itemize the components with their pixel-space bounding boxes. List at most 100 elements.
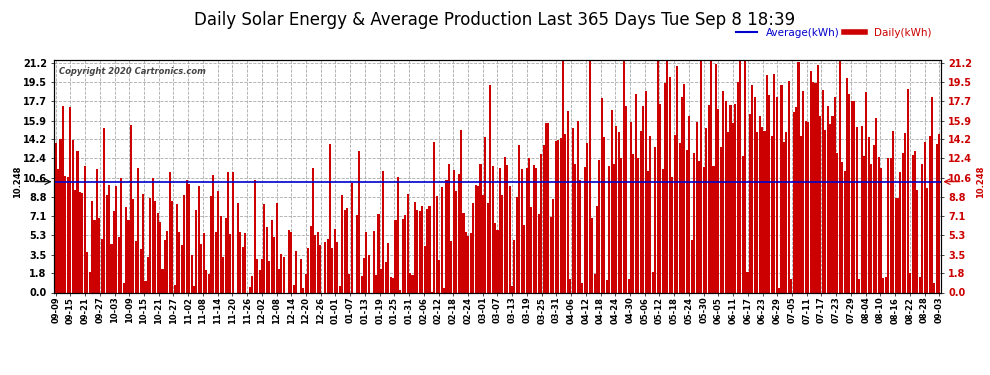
Bar <box>875 118 877 292</box>
Text: 10.248: 10.248 <box>13 165 22 198</box>
Bar <box>761 128 763 292</box>
Bar <box>103 128 105 292</box>
Bar <box>382 171 384 292</box>
Bar <box>628 279 630 292</box>
Bar <box>96 169 98 292</box>
Bar <box>81 193 83 292</box>
Bar <box>312 168 314 292</box>
Bar <box>929 136 931 292</box>
Bar <box>392 278 394 292</box>
Bar <box>372 231 374 292</box>
Bar <box>89 272 91 292</box>
Bar <box>860 126 862 292</box>
Bar <box>541 154 543 292</box>
Bar <box>317 232 319 292</box>
Bar <box>922 164 924 292</box>
Bar <box>161 269 163 292</box>
Bar <box>659 104 661 292</box>
Bar <box>748 114 751 292</box>
Bar <box>902 153 904 292</box>
Bar <box>350 183 352 292</box>
Bar <box>203 233 205 292</box>
Bar <box>829 124 831 292</box>
Bar <box>654 147 656 292</box>
Bar <box>536 168 538 292</box>
Bar <box>834 97 836 292</box>
Bar <box>649 136 651 292</box>
Bar <box>332 248 334 292</box>
Bar <box>135 241 137 292</box>
Bar <box>98 218 100 292</box>
Bar <box>193 286 195 292</box>
Bar <box>472 202 474 292</box>
Bar <box>538 214 540 292</box>
Bar <box>673 135 676 292</box>
Bar <box>240 232 242 292</box>
Bar <box>64 176 66 292</box>
Bar <box>504 157 506 292</box>
Bar <box>494 223 496 292</box>
Bar <box>775 97 778 292</box>
Bar <box>800 136 802 292</box>
Bar <box>387 243 389 292</box>
Bar <box>190 255 193 292</box>
Bar <box>394 220 397 292</box>
Bar <box>365 232 367 292</box>
Bar <box>557 140 559 292</box>
Bar <box>151 178 153 292</box>
Bar <box>154 201 156 292</box>
Bar <box>870 164 872 292</box>
Bar <box>181 245 183 292</box>
Bar <box>159 222 161 292</box>
Bar <box>74 189 76 292</box>
Bar <box>700 60 703 292</box>
Bar <box>783 142 785 292</box>
Bar <box>931 98 933 292</box>
Bar <box>397 177 399 292</box>
Bar <box>426 209 428 292</box>
Bar <box>686 150 688 292</box>
Bar <box>788 81 790 292</box>
Bar <box>815 84 817 292</box>
Bar <box>237 202 239 292</box>
Bar <box>225 218 227 292</box>
Bar <box>863 156 865 292</box>
Bar <box>912 155 914 292</box>
Bar <box>613 164 615 292</box>
Bar <box>727 132 729 292</box>
Bar <box>327 239 329 292</box>
Bar <box>506 165 508 292</box>
Bar <box>399 290 401 292</box>
Bar <box>434 142 436 292</box>
Bar <box>120 178 122 292</box>
Bar <box>305 273 307 292</box>
Bar <box>419 211 421 292</box>
Bar <box>101 239 103 292</box>
Bar <box>877 157 880 292</box>
Bar <box>939 134 940 292</box>
Bar <box>598 160 601 292</box>
Bar <box>115 186 118 292</box>
Bar <box>404 216 406 292</box>
Bar <box>142 195 145 292</box>
Text: Daily Solar Energy & Average Production Last 365 Days Tue Sep 8 18:39: Daily Solar Energy & Average Production … <box>194 11 796 29</box>
Bar <box>904 134 906 292</box>
Bar <box>608 166 610 292</box>
Bar <box>855 128 857 292</box>
Bar <box>603 137 605 292</box>
Bar <box>581 283 583 292</box>
Bar <box>621 158 623 292</box>
Bar <box>521 168 523 292</box>
Bar <box>635 94 637 292</box>
Bar <box>917 190 919 292</box>
Bar <box>802 92 805 292</box>
Bar <box>59 139 61 292</box>
Bar <box>576 121 578 292</box>
Bar <box>278 268 280 292</box>
Bar <box>633 154 635 292</box>
Bar <box>919 277 921 292</box>
Bar <box>511 286 513 292</box>
Bar <box>492 166 494 292</box>
Bar <box>232 172 234 292</box>
Bar <box>837 153 839 292</box>
